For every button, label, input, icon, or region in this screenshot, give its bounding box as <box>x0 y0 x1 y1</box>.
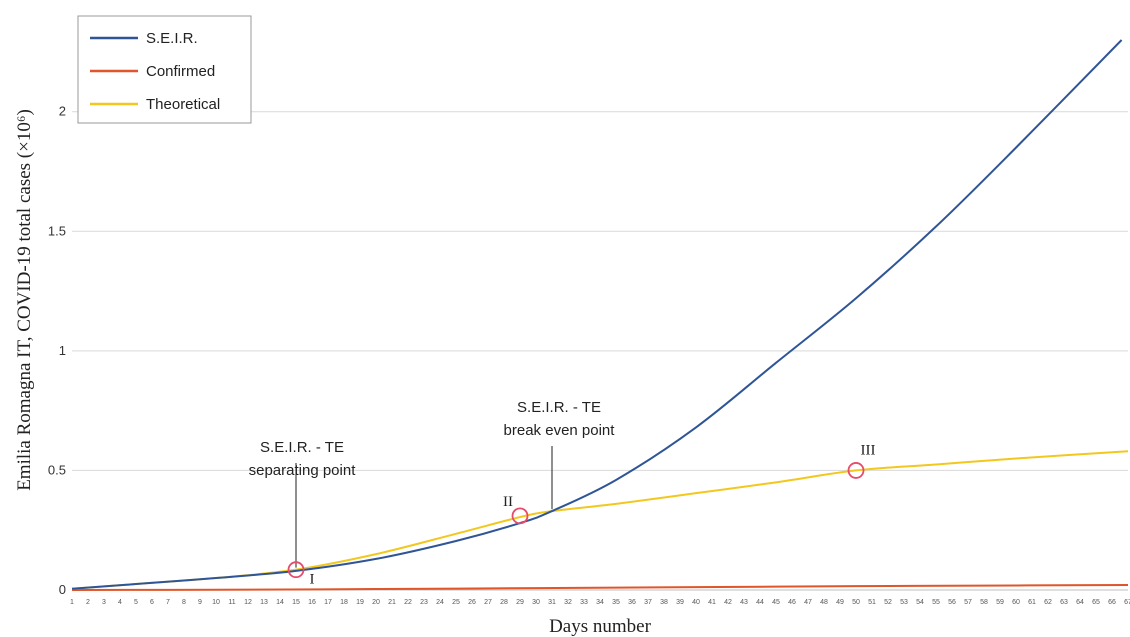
y-tick-label: 1 <box>59 343 66 358</box>
y-axis-label: Emilia Romagna IT, COVID-19 total cases … <box>14 109 35 491</box>
annotation-subtitle: break even point <box>504 422 616 439</box>
x-tick-label: 19 <box>356 599 364 606</box>
x-tick-label: 34 <box>596 599 604 606</box>
x-tick-label: 60 <box>1012 599 1020 606</box>
x-tick-label: 51 <box>868 599 876 606</box>
x-tick-label: 53 <box>900 599 908 606</box>
x-tick-label: 1 <box>70 599 74 606</box>
x-tick-labels: 1 2 3 4 5 6 7 8 9 10 11 12 13 14 15 16 17 18 19 20 21 22 23 24 2… <box>70 599 1130 606</box>
annotations: S.E.I.R. - TE separating point S.E.I.R. - … <box>249 399 616 568</box>
x-tick-label: 66 <box>1108 599 1116 606</box>
x-tick-label: 42 <box>724 599 732 606</box>
x-tick-label: 59 <box>996 599 1004 606</box>
x-tick-label: 54 <box>916 599 924 606</box>
x-tick-label: 15 <box>292 599 300 606</box>
x-tick-label: 23 <box>420 599 428 606</box>
x-tick-label: 5 <box>134 599 138 606</box>
x-tick-label: 4 <box>118 599 122 606</box>
series-line-theoretical <box>71 450 1129 590</box>
x-tick-label: 47 <box>804 599 812 606</box>
marker-circle <box>511 507 529 525</box>
legend-label: Theoretical <box>146 96 220 113</box>
marker-label: II <box>503 494 513 510</box>
x-tick-label: 40 <box>692 599 700 606</box>
x-tick-label: 20 <box>372 599 380 606</box>
marker-label: I <box>310 572 315 588</box>
x-tick-label: 6 <box>150 599 154 606</box>
annotation-title: S.E.I.R. - TE <box>260 439 344 456</box>
x-tick-label: 30 <box>532 599 540 606</box>
x-tick-label: 45 <box>772 599 780 606</box>
series-line-confirmed <box>71 583 1129 591</box>
x-tick-label: 22 <box>404 599 412 606</box>
x-tick-label: 7 <box>166 599 170 606</box>
x-tick-label: 55 <box>932 599 940 606</box>
x-tick-label: 38 <box>660 599 668 606</box>
y-tick-label: 2 <box>59 104 66 119</box>
x-tick-label: 61 <box>1028 599 1036 606</box>
y-tick-labels: 0 0.5 1 1.5 2 <box>48 104 66 597</box>
legend-label: Confirmed <box>146 63 215 80</box>
x-tick-label: 48 <box>820 599 828 606</box>
x-tick-label: 57 <box>964 599 972 606</box>
x-tick-label: 17 <box>324 599 332 606</box>
x-tick-label: 64 <box>1076 599 1084 606</box>
x-tick-label: 18 <box>340 599 348 606</box>
x-tick-label: 29 <box>516 599 524 606</box>
x-tick-label: 46 <box>788 599 796 606</box>
y-tick-label: 1.5 <box>48 223 66 238</box>
y-tick-label: 0 <box>59 582 66 597</box>
x-tick-label: 21 <box>388 599 396 606</box>
x-tick-label: 16 <box>308 599 316 606</box>
y-tick-label: 0.5 <box>48 462 66 477</box>
x-tick-label: 52 <box>884 599 892 606</box>
x-tick-label: 24 <box>436 599 444 606</box>
x-tick-label: 14 <box>276 599 284 606</box>
legend-label: S.E.I.R. <box>146 30 198 47</box>
x-tick-label: 65 <box>1092 599 1100 606</box>
x-tick-label: 11 <box>228 599 235 606</box>
x-tick-label: 3 <box>102 599 106 606</box>
x-tick-label: 56 <box>948 599 956 606</box>
x-tick-label: 36 <box>628 599 636 606</box>
x-tick-label: 9 <box>198 599 202 606</box>
x-tick-label: 44 <box>756 599 764 606</box>
x-tick-label: 13 <box>260 599 268 606</box>
series-line-s-e-i-r <box>71 39 1123 590</box>
annotation-title: S.E.I.R. - TE <box>517 399 601 416</box>
x-tick-label: 32 <box>564 599 572 606</box>
legend: S.E.I.R. Confirmed Theoretical <box>77 15 252 124</box>
marker-circle <box>847 462 865 479</box>
x-tick-label: 63 <box>1060 599 1068 606</box>
x-tick-label: 27 <box>484 599 492 606</box>
marker-label: III <box>861 442 876 458</box>
x-tick-label: 2 <box>86 599 90 606</box>
annotation-subtitle: separating point <box>249 462 357 479</box>
x-tick-label: 58 <box>980 599 988 606</box>
x-tick-label: 37 <box>644 599 652 606</box>
x-axis-label: Days number <box>549 616 652 637</box>
series-lines <box>71 39 1129 591</box>
x-tick-label: 26 <box>468 599 476 606</box>
x-tick-label: 39 <box>676 599 684 606</box>
x-tick-label: 8 <box>182 599 186 606</box>
gridlines <box>72 111 1128 591</box>
marker-circle <box>287 561 305 579</box>
x-tick-label: 62 <box>1044 599 1052 606</box>
x-tick-label: 12 <box>244 599 252 606</box>
x-tick-label: 49 <box>836 599 844 606</box>
x-tick-label: 31 <box>548 599 556 606</box>
x-tick-label: 35 <box>612 599 620 606</box>
x-tick-label: 41 <box>708 599 716 606</box>
x-tick-label: 28 <box>500 599 508 606</box>
x-tick-label: 67 <box>1124 599 1130 606</box>
x-tick-label: 43 <box>740 599 748 606</box>
x-tick-label: 10 <box>212 599 220 606</box>
x-tick-label: 50 <box>852 599 860 606</box>
x-tick-label: 25 <box>452 599 460 606</box>
x-tick-label: 33 <box>580 599 588 606</box>
